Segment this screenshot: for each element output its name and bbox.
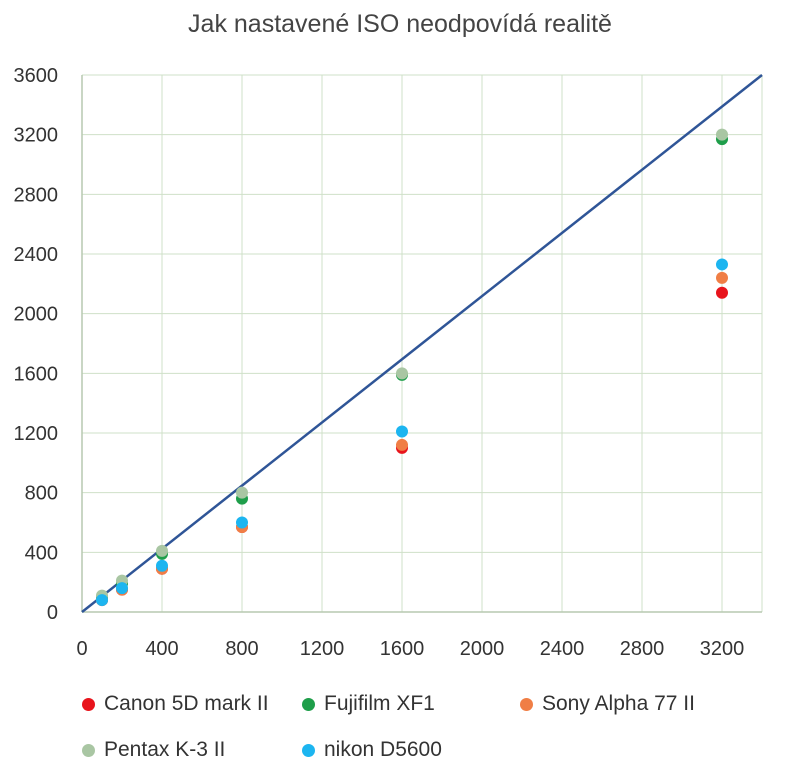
legend-swatch bbox=[302, 697, 315, 711]
x-tick-label: 1600 bbox=[380, 638, 425, 660]
legend-swatch bbox=[82, 697, 95, 711]
tick-labels: 0 400 800 1200 1600 2000 2400 2800 3200 3600 0 400 8… bbox=[14, 65, 745, 660]
y-tick-label: 3200 bbox=[14, 125, 59, 147]
data-point-nikon-d5600 bbox=[116, 582, 128, 595]
chart-title: Jak nastavené ISO neodpovídá realitě bbox=[188, 10, 612, 38]
legend-item: nikon D5600 bbox=[302, 738, 442, 762]
data-point-nikon-d5600 bbox=[96, 594, 108, 607]
data-point-nikon-d5600 bbox=[156, 559, 168, 572]
legend-swatch bbox=[302, 743, 315, 757]
legend-item: Fujifilm XF1 bbox=[302, 692, 435, 716]
legend: Canon 5D mark II Fujifilm XF1 Sony Alpha 7… bbox=[0, 680, 800, 776]
data-point-pentax-k-3-ii bbox=[716, 128, 728, 141]
x-tick-label: 3200 bbox=[700, 638, 745, 660]
legend-label: Sony Alpha 77 II bbox=[542, 692, 695, 715]
x-tick-label: 800 bbox=[225, 638, 258, 660]
y-tick-label: 0 bbox=[47, 602, 58, 624]
legend-label: nikon D5600 bbox=[324, 738, 442, 761]
data-point-sony-alpha-77-ii bbox=[716, 271, 728, 284]
x-tick-label: 2400 bbox=[540, 638, 585, 660]
reference-line-group bbox=[81, 74, 763, 613]
legend-label: Fujifilm XF1 bbox=[324, 692, 435, 715]
legend-label: Pentax K-3 II bbox=[104, 738, 226, 761]
data-point-nikon-d5600 bbox=[716, 258, 728, 271]
data-points bbox=[96, 128, 728, 607]
y-tick-label: 2400 bbox=[14, 244, 59, 266]
data-point-sony-alpha-77-ii bbox=[396, 438, 408, 451]
y-tick-label: 2800 bbox=[14, 184, 59, 206]
y-tick-label: 800 bbox=[25, 483, 58, 505]
x-tick-label: 400 bbox=[145, 638, 178, 660]
data-point-nikon-d5600 bbox=[396, 425, 408, 438]
data-point-pentax-k-3-ii bbox=[396, 367, 408, 380]
data-point-pentax-k-3-ii bbox=[156, 544, 168, 557]
reference-line bbox=[81, 74, 763, 613]
legend-item: Sony Alpha 77 II bbox=[520, 692, 695, 716]
y-tick-label: 2000 bbox=[14, 304, 59, 326]
legend-item: Canon 5D mark II bbox=[82, 692, 269, 716]
legend-label: Canon 5D mark II bbox=[104, 692, 269, 715]
scatter-plot: 0 400 800 1200 1600 2000 2400 2800 3200 3600 0 400 8… bbox=[14, 65, 763, 660]
axes bbox=[81, 75, 762, 613]
x-tick-label: 0 bbox=[76, 638, 87, 660]
y-tick-label: 1600 bbox=[14, 363, 59, 385]
y-tick-label: 3600 bbox=[14, 65, 59, 87]
x-tick-label: 2000 bbox=[460, 638, 505, 660]
y-tick-label: 1200 bbox=[14, 423, 59, 445]
data-point-canon-5d-mark-ii bbox=[716, 286, 728, 299]
x-tick-label: 2800 bbox=[620, 638, 665, 660]
x-tick-label: 1200 bbox=[300, 638, 345, 660]
y-tick-label: 400 bbox=[25, 542, 58, 564]
data-point-pentax-k-3-ii bbox=[236, 486, 248, 499]
legend-item: Pentax K-3 II bbox=[82, 738, 225, 762]
data-point-nikon-d5600 bbox=[236, 516, 248, 529]
legend-swatch bbox=[520, 697, 533, 711]
legend-swatch bbox=[82, 743, 95, 757]
